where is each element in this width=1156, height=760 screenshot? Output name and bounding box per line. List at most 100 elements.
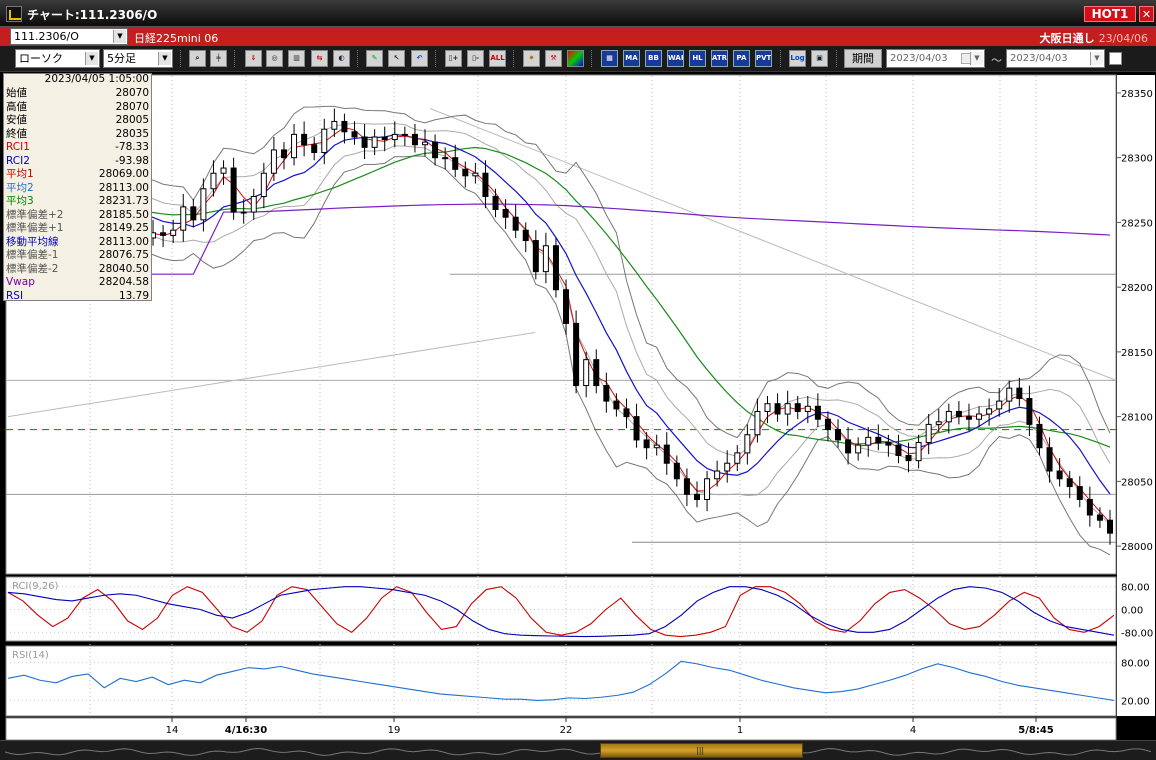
hot-badge[interactable]: HOT1 — [1084, 6, 1136, 22]
log-button[interactable]: Log — [789, 50, 806, 67]
candle-body — [1086, 498, 1093, 516]
candle-body — [905, 454, 912, 462]
candle-body — [623, 408, 630, 418]
period-button[interactable]: 期間 — [844, 49, 882, 68]
chevron-down-icon[interactable]: ▼ — [85, 52, 98, 65]
candle-body — [280, 149, 287, 159]
info-row: 始値 28070 — [6, 87, 149, 101]
price-chart[interactable]: 28350 28300 28250 28200 28150 28100 28050 28000… — [0, 72, 1156, 740]
candle-body — [452, 157, 459, 170]
trend-line — [429, 108, 1117, 381]
info-value: 28070 — [115, 100, 149, 113]
interval-select[interactable]: 5分足 ▼ — [103, 49, 173, 68]
x-tick-label: 4 — [910, 725, 916, 736]
zoom-icon[interactable]: ⌕ — [189, 50, 206, 67]
undo-icon[interactable]: ↶ — [411, 50, 428, 67]
gear-icon[interactable]: ✷ — [523, 50, 540, 67]
series-rsi — [7, 660, 1115, 701]
chart-settings-icon[interactable]: ▥ — [288, 50, 305, 67]
chevron-down-icon[interactable]: ▼ — [1090, 52, 1103, 65]
symbol-bar: 111.2306/O ▼ 日経225mini 06 大阪日通し 23/04/06 — [0, 27, 1156, 46]
grid-icon[interactable]: ▦ — [601, 50, 618, 67]
date-from-field[interactable]: 2023/04/03 ▼ — [886, 49, 985, 68]
chevron-down-icon[interactable]: ▼ — [970, 52, 983, 65]
info-panel: 2023/04/05 1:05:00 始値 28070 高値 28070 安値 28005… — [3, 73, 152, 303]
chart-area[interactable]: 28350 28300 28250 28200 28150 28100 28050 28000… — [0, 72, 1156, 740]
info-value: 28076.75 — [98, 249, 149, 261]
candle-body — [411, 133, 418, 146]
candle-body — [724, 462, 731, 472]
candle-body — [693, 493, 700, 500]
candle-body — [1016, 387, 1023, 400]
sub-y-tick-label: 0.00 — [1121, 606, 1143, 617]
zoom-in-icon[interactable]: ▯+ — [445, 50, 462, 67]
chevron-down-icon[interactable]: ▼ — [158, 52, 171, 65]
candle-body — [734, 452, 741, 464]
candle-body — [814, 405, 821, 420]
candle-body — [764, 403, 771, 412]
chevron-down-icon[interactable]: ▼ — [113, 30, 126, 43]
compare-icon[interactable]: ⇆ — [311, 50, 328, 67]
vwap-line — [12, 203, 1111, 275]
info-rows: 始値 28070 高値 28070 安値 28005 終値 28035 RCI1 -78.33 RC… — [6, 87, 149, 303]
candle-body — [442, 157, 449, 160]
period-checkbox[interactable] — [1109, 52, 1122, 65]
candle-body — [965, 416, 972, 420]
date-to-field[interactable]: 2023/04/03 ▼ — [1006, 49, 1105, 68]
close-button[interactable]: ✕ — [1139, 6, 1154, 22]
candle-body — [170, 229, 177, 236]
x-tick-label: 1 — [737, 725, 743, 736]
candle-body — [331, 120, 338, 130]
series-rci1 — [7, 586, 1115, 638]
info-label: 標準偏差+2 — [6, 208, 64, 221]
chart-toolbar: ローソク ▼ 5分足 ▼ ⌕ ╪ ⇓ ◎ ▥ ⇆ ◐ ✎ ↖ ↶ ▯+ ▯- A… — [0, 46, 1156, 72]
sub-y-tick-label: 80.00 — [1121, 659, 1150, 670]
candle-body — [361, 136, 368, 148]
candle-body — [1056, 470, 1063, 480]
wae-button[interactable]: WAE — [667, 50, 684, 67]
info-label: 標準偏差-1 — [6, 249, 59, 261]
sub-pane-title: RCI(9,26) — [12, 581, 59, 592]
candle-body — [492, 196, 499, 210]
all-range-button[interactable]: ALL — [489, 50, 506, 67]
pencil-icon[interactable]: ✎ — [366, 50, 383, 67]
symbol-select[interactable]: 111.2306/O ▼ — [10, 28, 128, 45]
atr-button[interactable]: ATR — [711, 50, 728, 67]
info-row: 平均1 28069.00 — [6, 168, 149, 182]
search-chart-icon[interactable]: ◎ — [266, 50, 283, 67]
candle-body — [1046, 447, 1053, 472]
crosshair-icon[interactable]: ╪ — [210, 50, 227, 67]
scroll-overview — [5, 748, 1151, 756]
hl-button[interactable]: HL — [689, 50, 706, 67]
ma-button[interactable]: MA — [623, 50, 640, 67]
scrollbar-thumb[interactable]: ||| — [600, 743, 803, 758]
x-axis-panel — [5, 717, 1117, 740]
horizontal-scrollbar[interactable]: ||| — [0, 740, 1156, 760]
cursor-icon[interactable]: ↖ — [388, 50, 405, 67]
chart-type-select[interactable]: ローソク ▼ — [15, 49, 100, 68]
info-timestamp: 2023/04/05 1:05:00 — [44, 73, 149, 85]
title-bar: チャート:111.2306/O HOT1 ✕ — [0, 0, 1156, 27]
info-value: 28231.73 — [98, 195, 149, 207]
candle-body — [1066, 478, 1073, 488]
zoom-out-icon[interactable]: ▯- — [467, 50, 484, 67]
pvt-button[interactable]: PVT — [755, 50, 772, 67]
y-tick-label: 28300 — [1121, 154, 1153, 165]
candle-body — [190, 206, 197, 221]
info-row: RCI2 -93.98 — [6, 155, 149, 169]
candle-body — [784, 403, 791, 415]
info-row: 標準偏差-2 28040.50 — [6, 263, 149, 277]
y-tick-label: 28250 — [1121, 218, 1153, 229]
candle-body — [391, 133, 398, 141]
y-tick-label: 28200 — [1121, 283, 1153, 294]
info-label: 平均2 — [6, 181, 34, 194]
sub-pane-title: RSI(14) — [12, 650, 49, 661]
pa-button[interactable]: PA — [733, 50, 750, 67]
download-icon[interactable]: ⇓ — [245, 50, 262, 67]
wrench-icon[interactable]: ⚒ — [545, 50, 562, 67]
bb-button[interactable]: BB — [645, 50, 662, 67]
window-icon[interactable]: ▣ — [811, 50, 828, 67]
color-palette-icon[interactable] — [567, 50, 584, 67]
candle-body — [633, 416, 640, 441]
indicator-icon[interactable]: ◐ — [333, 50, 350, 67]
